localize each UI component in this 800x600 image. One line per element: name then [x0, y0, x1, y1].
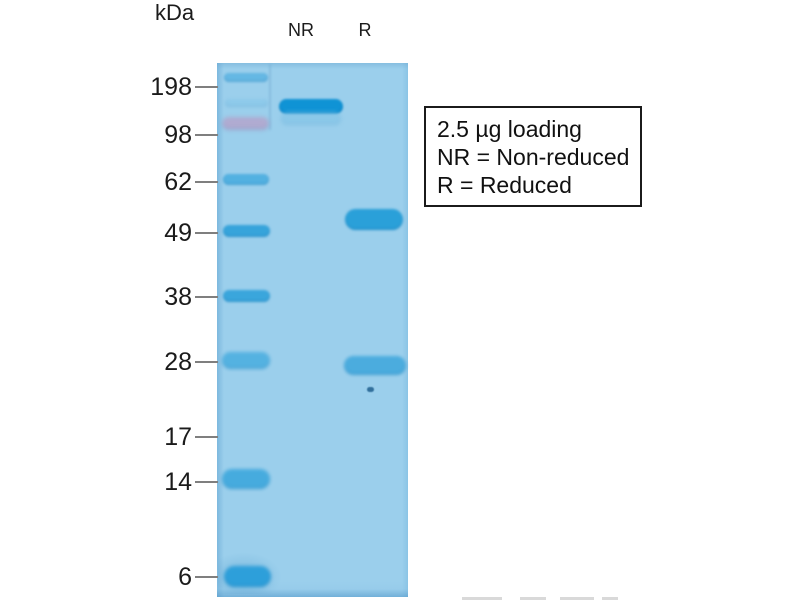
- ladder-tick-28: [195, 361, 218, 363]
- ladder-tick-14: [195, 481, 218, 483]
- marker-band-6: [224, 566, 271, 587]
- ladder-tick-49: [195, 232, 218, 234]
- ladder-label-6: 6: [178, 563, 192, 591]
- legend-box: 2.5 µg loading NR = Non-reduced R = Redu…: [424, 106, 642, 207]
- ladder-tick-6: [195, 576, 218, 578]
- lane-label-r: R: [358, 20, 372, 40]
- ladder-label-62: 62: [164, 168, 192, 196]
- r-lane-light-band: [344, 356, 406, 375]
- marker-band-38: [223, 290, 270, 302]
- marker-band-28: [222, 352, 270, 369]
- gel-image: [217, 63, 408, 597]
- ladder-label-28: 28: [164, 348, 192, 376]
- ladder-label-17: 17: [164, 423, 192, 451]
- ladder-label-38: 38: [164, 283, 192, 311]
- ladder-tick-38: [195, 296, 218, 298]
- legend-line-nr: NR = Non-reduced: [437, 144, 630, 170]
- gel-lane-seam: [269, 64, 271, 130]
- ladder-label-98: 98: [164, 121, 192, 149]
- ladder-tick-62: [195, 181, 218, 183]
- watermark-remnant: [520, 597, 546, 600]
- ladder-label-49: 49: [164, 219, 192, 247]
- watermark-remnant: [560, 597, 594, 600]
- gel-speck: [367, 387, 374, 392]
- ladder-label-198: 198: [150, 73, 192, 101]
- kda-unit-label: kDa: [155, 0, 195, 25]
- ladder-tick-17: [195, 436, 218, 438]
- lane-label-nr: NR: [288, 20, 314, 40]
- legend-line-r: R = Reduced: [437, 172, 572, 198]
- ladder-label-14: 14: [164, 468, 192, 496]
- watermark-remnant: [462, 597, 502, 600]
- marker-band-faint: [225, 99, 268, 107]
- marker-band-62: [223, 174, 269, 185]
- nr-lane-smear: [281, 112, 341, 125]
- ladder-tick-198: [195, 86, 218, 88]
- nr-lane-main-band: [279, 99, 343, 114]
- marker-band-14: [222, 469, 270, 489]
- marker-band-49: [223, 225, 270, 237]
- marker-band-198: [224, 73, 268, 82]
- legend-line-loading: 2.5 µg loading: [437, 116, 582, 142]
- r-lane-heavy-band: [345, 209, 403, 230]
- ladder-tick-98: [195, 134, 218, 136]
- marker-band-pink: [222, 117, 269, 130]
- watermark-remnant: [602, 597, 618, 600]
